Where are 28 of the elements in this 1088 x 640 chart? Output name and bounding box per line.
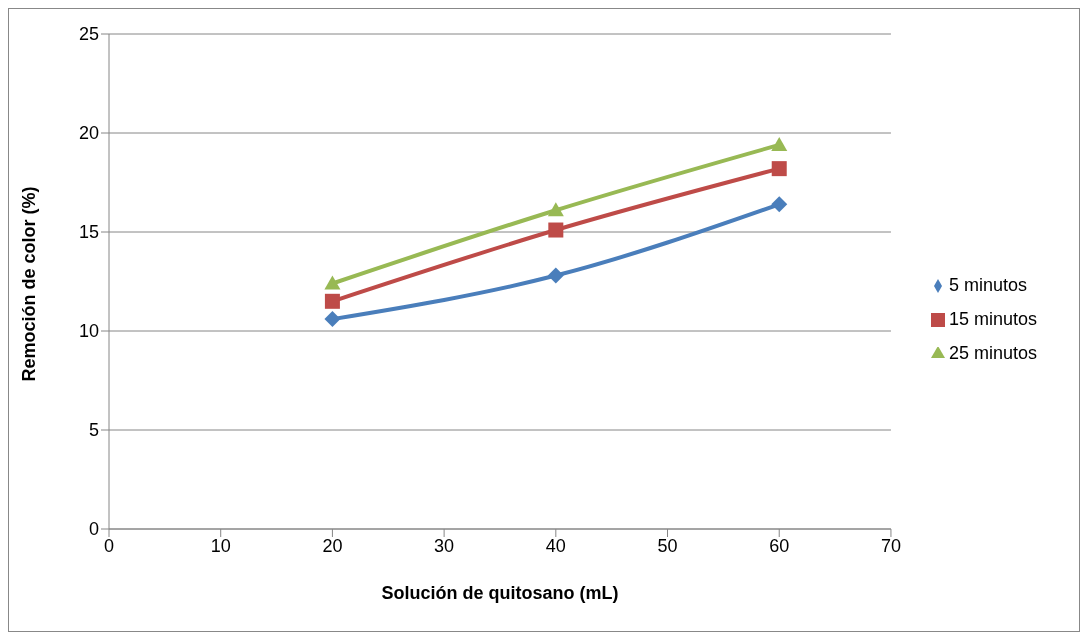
point [324, 275, 341, 290]
x-tick-label: 70 [880, 535, 901, 556]
y-axis-title: Remoción de color (%) [19, 186, 40, 382]
legend-label: 15 minutos [948, 309, 1037, 329]
y-tick-label: 25 [78, 24, 99, 45]
point [771, 161, 787, 177]
x-tick-label: 20 [322, 535, 343, 556]
point [324, 293, 340, 309]
point [771, 136, 788, 151]
y-tick-label: 10 [78, 321, 99, 342]
x-tick-label: 0 [103, 535, 115, 556]
point [547, 202, 564, 217]
x-tick-label: 40 [545, 535, 566, 556]
y-tick-label: 0 [88, 519, 99, 540]
y-tick-label: 5 [88, 420, 99, 441]
legend-label: 25 minutos [948, 343, 1037, 363]
x-tick-label: 50 [657, 535, 678, 556]
x-axis-title: Solución de quitosano (mL) [381, 583, 619, 603]
y-tick-label: 20 [78, 123, 99, 144]
point [324, 311, 341, 328]
point [771, 196, 788, 213]
point [547, 267, 564, 284]
x-tick-label: 10 [210, 535, 231, 556]
x-tick-label: 30 [434, 535, 455, 556]
point [548, 222, 564, 238]
legend-label: 5 minutos [948, 275, 1027, 295]
y-tick-label: 15 [78, 222, 99, 243]
x-tick-label: 60 [769, 535, 790, 556]
